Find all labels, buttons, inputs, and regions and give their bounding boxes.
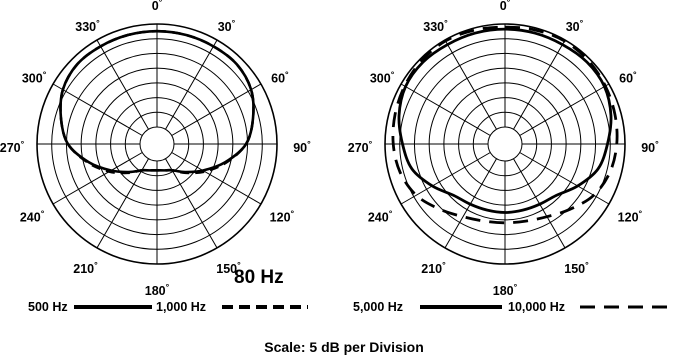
degree-symbol: °: [307, 139, 311, 149]
degree-symbol: °: [94, 260, 98, 270]
angle-label-270: 270°: [0, 139, 25, 155]
angle-label-150: 150°: [216, 260, 241, 276]
polar-chart-left: 0° 30° 60° 90° 120° 150° 180° 210° 240° 270° 300° 3…: [0, 0, 311, 298]
angle-label-300: 300°: [22, 70, 47, 86]
legend-label-500hz: 500 Hz: [28, 300, 68, 314]
polar-spoke: [171, 152, 262, 205]
polar-spoke: [52, 152, 143, 205]
degree-symbol: °: [166, 282, 170, 292]
degree-symbol: °: [514, 282, 518, 292]
degree-symbol: °: [507, 0, 511, 7]
degree-symbol: °: [369, 139, 373, 149]
polar-chart-right: 0° 30° 60° 90° 120° 150° 180° 210° 240° 270° 300° 3…: [348, 0, 659, 298]
angle-label-150: 150°: [564, 260, 589, 276]
degree-symbol: °: [444, 18, 448, 28]
degree-symbol: °: [442, 260, 446, 270]
polar-spoke: [96, 158, 149, 249]
scale-caption: Scale: 5 dB per Division: [264, 339, 424, 355]
polar-spoke: [165, 39, 218, 130]
polar-spoke: [171, 83, 262, 136]
polar-spoke: [519, 83, 610, 136]
angle-label-210: 210°: [421, 260, 446, 276]
angle-label-60: 60°: [271, 70, 289, 86]
angle-label-180: 180°: [493, 282, 518, 298]
angle-label-120: 120°: [618, 209, 643, 225]
degree-symbol: °: [285, 70, 289, 80]
angle-label-300: 300°: [370, 70, 395, 86]
polar-spoke: [444, 39, 497, 130]
polar-ring: [487, 126, 523, 162]
angle-label-270: 270°: [348, 139, 373, 155]
angle-label-240: 240°: [368, 209, 393, 225]
polar-spoke: [513, 39, 566, 130]
angle-label-90: 90°: [293, 139, 311, 155]
degree-symbol: °: [43, 70, 47, 80]
angle-label-30: 30°: [218, 18, 236, 34]
angle-label-330: 330°: [75, 18, 100, 34]
degree-symbol: °: [389, 209, 393, 219]
degree-symbol: °: [41, 209, 45, 219]
degree-symbol: °: [159, 0, 163, 7]
polar-spoke: [96, 39, 149, 130]
angle-label-0: 0°: [152, 0, 163, 13]
degree-symbol: °: [232, 18, 236, 28]
frequency-annotation: 80 Hz: [234, 267, 284, 288]
angle-label-90: 90°: [641, 139, 659, 155]
legend-label-1000hz: 1,000 Hz: [156, 300, 206, 314]
series-curve-10000hz-hz: [391, 25, 619, 225]
polar-spoke: [400, 83, 491, 136]
polar-spoke: [52, 83, 143, 136]
degree-symbol: °: [633, 70, 637, 80]
angle-label-330: 330°: [423, 18, 448, 34]
legend-label-5000hz: 5,000 Hz: [353, 300, 403, 314]
legend-label-10000hz: 10,000 Hz: [508, 300, 565, 314]
degree-symbol: °: [580, 18, 584, 28]
degree-symbol: °: [639, 209, 643, 219]
angle-label-210: 210°: [73, 260, 98, 276]
degree-symbol: °: [585, 260, 589, 270]
polar-ring: [139, 126, 175, 162]
angle-label-120: 120°: [270, 209, 295, 225]
angle-label-60: 60°: [619, 70, 637, 86]
angle-label-0: 0°: [500, 0, 511, 13]
degree-symbol: °: [291, 209, 295, 219]
series-curve-1000hz-hz: [59, 29, 255, 175]
degree-symbol: °: [655, 139, 659, 149]
legend-left: 500 Hz 1,000 Hz: [28, 300, 308, 314]
polar-spoke: [165, 158, 218, 249]
angle-label-180: 180°: [145, 282, 170, 298]
legend-right: 5,000 Hz 10,000 Hz: [353, 300, 676, 314]
degree-symbol: °: [237, 260, 241, 270]
polar-spoke: [400, 152, 491, 205]
degree-symbol: °: [391, 70, 395, 80]
angle-label-240: 240°: [20, 209, 45, 225]
degree-symbol: °: [21, 139, 25, 149]
angle-label-30: 30°: [566, 18, 584, 34]
degree-symbol: °: [96, 18, 100, 28]
